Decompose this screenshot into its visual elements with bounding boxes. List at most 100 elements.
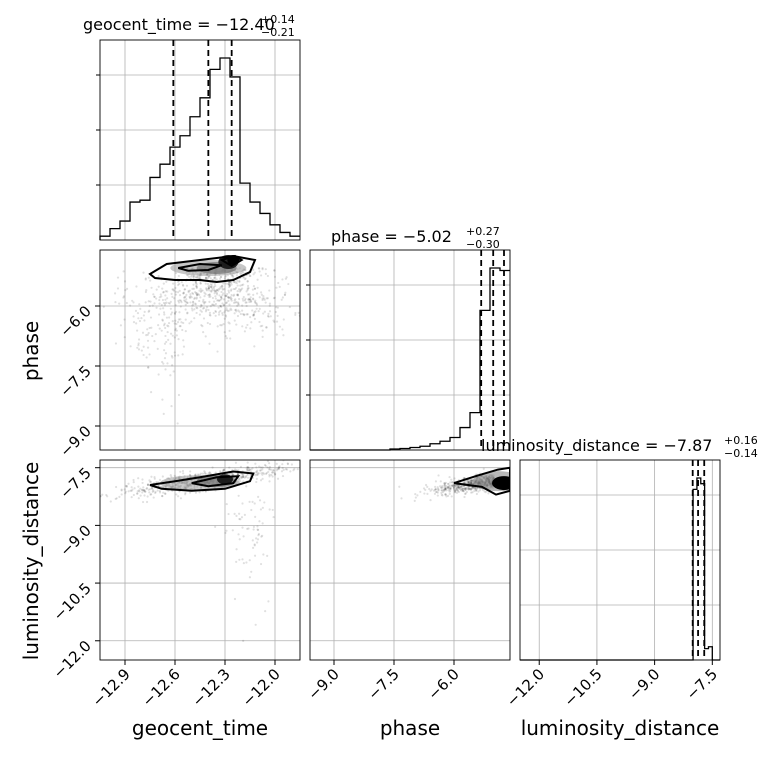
sample-point <box>205 276 208 279</box>
sample-point <box>132 481 135 484</box>
sample-point <box>470 478 473 481</box>
sample-point <box>198 299 201 303</box>
sample-point <box>96 495 98 497</box>
sample-point <box>170 313 173 316</box>
sample-point <box>148 309 151 312</box>
sample-point <box>209 295 212 298</box>
sample-point <box>230 297 233 300</box>
sample-point <box>255 477 258 480</box>
sample-point <box>140 317 143 320</box>
sample-point <box>129 304 132 307</box>
sample-point <box>450 481 454 484</box>
sample-point <box>251 297 255 300</box>
sample-point <box>195 293 199 297</box>
sample-point <box>116 276 120 279</box>
sample-point <box>93 502 95 504</box>
sample-point <box>164 302 167 305</box>
sample-point <box>268 304 271 307</box>
sample-point <box>432 489 436 492</box>
sample-point <box>163 342 167 345</box>
sample-point <box>465 490 468 494</box>
sample-point <box>228 284 232 287</box>
xtick-label-luminosity_distance: −12.0 <box>503 665 548 710</box>
sample-point <box>162 491 165 494</box>
sample-point <box>238 297 241 301</box>
sample-point <box>224 294 228 298</box>
sample-point <box>182 284 185 287</box>
sample-point <box>218 311 221 314</box>
sample-point <box>245 326 248 329</box>
sample-point <box>225 529 228 532</box>
sample-point <box>237 494 240 497</box>
sample-point <box>163 356 167 360</box>
sample-point <box>219 304 222 307</box>
sample-point <box>239 288 242 291</box>
sample-point <box>244 277 247 280</box>
sample-point <box>284 468 287 471</box>
sample-point <box>184 318 187 321</box>
sample-point <box>470 481 473 484</box>
sample-point <box>225 301 228 304</box>
sample-point <box>152 293 155 296</box>
sample-point <box>167 301 170 305</box>
sample-point <box>125 484 128 488</box>
sample-point <box>223 331 226 334</box>
sample-point <box>470 482 473 485</box>
sample-point <box>457 486 460 489</box>
sample-point <box>256 473 259 476</box>
sample-point <box>225 301 228 305</box>
sample-point <box>470 488 473 491</box>
sample-point <box>249 316 252 319</box>
sample-point <box>248 468 251 471</box>
sample-point <box>89 498 91 500</box>
sample-point <box>204 292 207 296</box>
sample-point <box>268 467 271 470</box>
density-geocent_time-luminosity_distance <box>149 470 255 492</box>
sample-point <box>238 290 241 293</box>
sample-point <box>459 485 462 489</box>
sample-point <box>453 483 456 487</box>
sample-point <box>207 287 210 290</box>
sample-point <box>149 316 153 319</box>
sample-point <box>464 488 467 491</box>
xtick-label-luminosity_distance: −10.5 <box>561 665 606 710</box>
sample-point <box>240 477 243 480</box>
sample-point <box>233 293 236 296</box>
sample-point <box>125 287 129 290</box>
sample-point <box>253 544 256 547</box>
sample-point <box>467 480 470 483</box>
sample-point <box>194 282 197 285</box>
sample-point <box>259 466 263 469</box>
sample-point <box>440 493 443 496</box>
sample-point <box>204 471 207 474</box>
sample-point <box>222 303 226 306</box>
sample-point <box>158 296 161 299</box>
panel-frame-geocent_time-luminosity_distance <box>99 459 301 661</box>
sample-point <box>195 283 198 286</box>
sample-point <box>184 330 187 333</box>
sample-point <box>440 486 443 489</box>
sample-point <box>209 277 212 280</box>
sample-point <box>469 487 472 491</box>
sample-point <box>182 292 185 295</box>
sample-point <box>199 290 203 294</box>
sample-point <box>267 600 270 603</box>
sample-point <box>192 287 196 290</box>
sample-point <box>293 467 296 471</box>
sample-point <box>206 275 210 278</box>
sample-point <box>209 285 213 289</box>
sample-point <box>209 285 212 289</box>
sample-point <box>275 469 279 472</box>
sample-point <box>469 482 472 485</box>
sample-point <box>482 467 485 470</box>
sample-point <box>151 488 154 491</box>
xtick-label-phase: −7.5 <box>364 665 402 703</box>
sample-point <box>205 277 208 280</box>
sample-point <box>200 324 203 327</box>
sample-point <box>163 324 166 327</box>
sample-point <box>165 280 168 283</box>
sample-point <box>268 473 271 476</box>
sample-point <box>149 279 152 282</box>
sample-point <box>177 393 181 397</box>
sample-point <box>261 468 264 471</box>
